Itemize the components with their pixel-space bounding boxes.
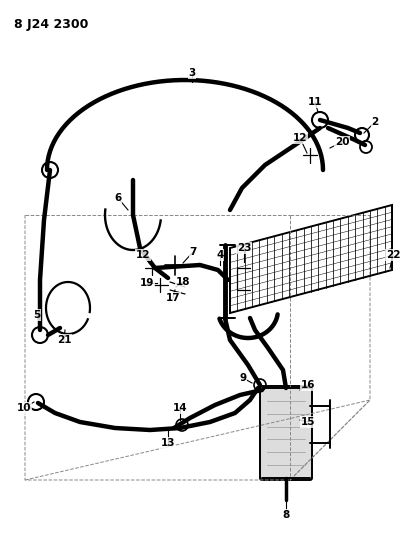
Text: 15: 15 <box>300 417 314 427</box>
Text: 3: 3 <box>188 68 195 78</box>
Text: 19: 19 <box>139 278 154 288</box>
Text: 8 J24 2300: 8 J24 2300 <box>14 18 88 31</box>
Text: 18: 18 <box>175 277 190 287</box>
Text: 21: 21 <box>57 335 71 345</box>
FancyBboxPatch shape <box>259 386 311 480</box>
Text: 6: 6 <box>114 193 122 203</box>
Text: 4: 4 <box>216 250 223 260</box>
Text: 2: 2 <box>371 117 378 127</box>
Text: 9: 9 <box>239 373 246 383</box>
Text: 7: 7 <box>189 247 196 257</box>
Text: 14: 14 <box>172 403 187 413</box>
Text: 13: 13 <box>160 438 175 448</box>
Text: 5: 5 <box>33 310 40 320</box>
Text: 12: 12 <box>292 133 307 143</box>
Text: 17: 17 <box>165 293 180 303</box>
Text: 23: 23 <box>236 243 251 253</box>
Text: 10: 10 <box>17 403 31 413</box>
Text: 22: 22 <box>385 250 399 260</box>
Text: 8: 8 <box>282 510 289 520</box>
Text: 12: 12 <box>135 250 150 260</box>
Text: 11: 11 <box>307 97 322 107</box>
Text: 20: 20 <box>334 137 348 147</box>
Text: 16: 16 <box>300 380 314 390</box>
